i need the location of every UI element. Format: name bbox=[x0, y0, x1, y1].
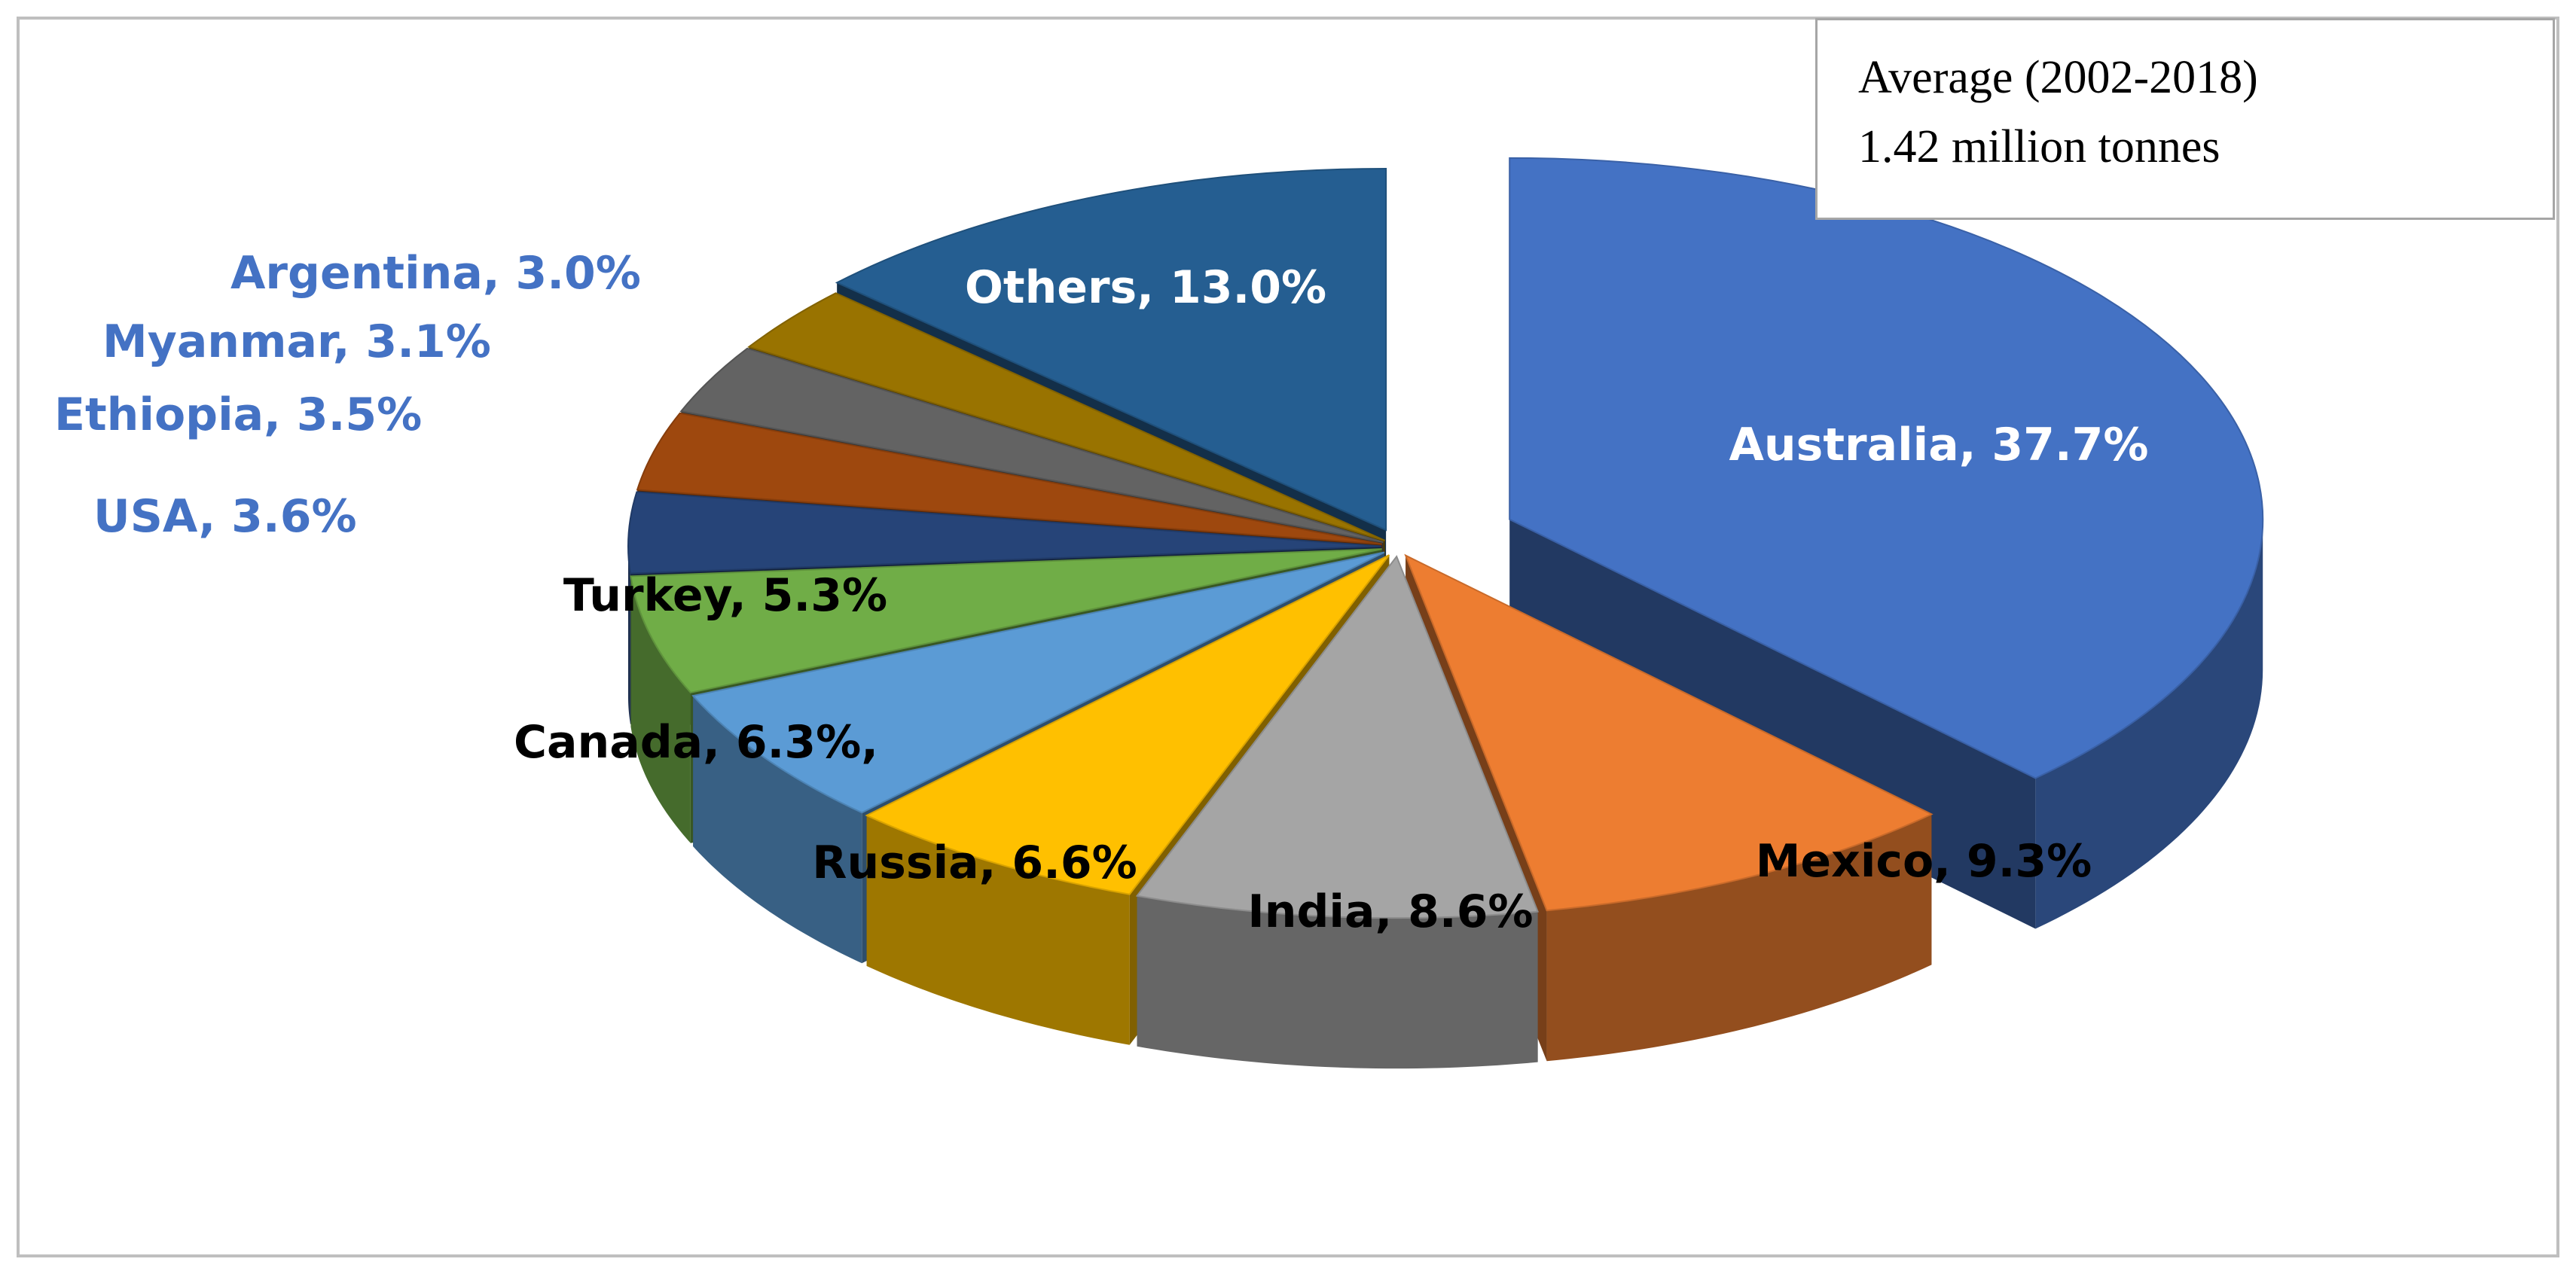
pie-chart: Australia, 37.7% Mexico, 9.3% India, 8.6% R… bbox=[54, 157, 2264, 1069]
slice-mexico bbox=[1404, 553, 1934, 912]
slice-australia bbox=[1509, 157, 2264, 779]
slice-usa bbox=[627, 491, 1382, 575]
slice-outer-wall bbox=[1137, 895, 1538, 1069]
slice-label-canada: Canada, 6.3%, bbox=[514, 716, 878, 769]
slice-outer-wall bbox=[1546, 814, 1932, 1062]
annotation-box: Average (2002-2018) 1.42 million tonnes bbox=[1815, 18, 2555, 220]
slice-label-australia: Australia, 37.7% bbox=[1729, 419, 2148, 471]
slice-russia bbox=[865, 554, 1390, 895]
slice-label-russia: Russia, 6.6% bbox=[812, 837, 1137, 889]
slice-label-mexico: Mexico, 9.3% bbox=[1756, 835, 2092, 888]
slice-canada bbox=[691, 551, 1385, 814]
slice-india bbox=[1135, 555, 1540, 919]
chart-frame: Australia, 37.7% Mexico, 9.3% India, 8.6% R… bbox=[17, 17, 2559, 1257]
slice-ethiopia bbox=[636, 412, 1382, 545]
pie-top-layer bbox=[627, 157, 2264, 919]
slice-outer-wall bbox=[866, 815, 1130, 1045]
slice-outer-wall bbox=[630, 576, 691, 843]
slice-label-turkey: Turkey, 5.3% bbox=[563, 569, 887, 622]
annotation-line-1: Average (2002-2018) bbox=[1858, 52, 2258, 103]
slice-outer-wall bbox=[2035, 519, 2263, 929]
slice-argentina bbox=[747, 292, 1386, 541]
slice-outer-wall bbox=[628, 546, 630, 724]
slice-label-india: India, 8.6% bbox=[1247, 885, 1533, 938]
slice-others bbox=[835, 167, 1387, 532]
slice-myanmar bbox=[679, 347, 1384, 544]
slice-label-others: Others, 13.0% bbox=[965, 261, 1326, 314]
slice-outer-wall bbox=[693, 696, 862, 964]
slice-turkey bbox=[630, 548, 1382, 693]
annotation-line-2: 1.42 million tonnes bbox=[1858, 121, 2220, 172]
slice-label-argentina: Argentina, 3.0% bbox=[230, 247, 641, 300]
slice-label-usa: USA, 3.6% bbox=[93, 490, 357, 543]
slice-label-myanmar: Myanmar, 3.1% bbox=[102, 315, 491, 368]
pie-label-layer: Australia, 37.7% Mexico, 9.3% India, 8.6% R… bbox=[54, 247, 2149, 938]
slice-label-ethiopia: Ethiopia, 3.5% bbox=[54, 389, 422, 441]
